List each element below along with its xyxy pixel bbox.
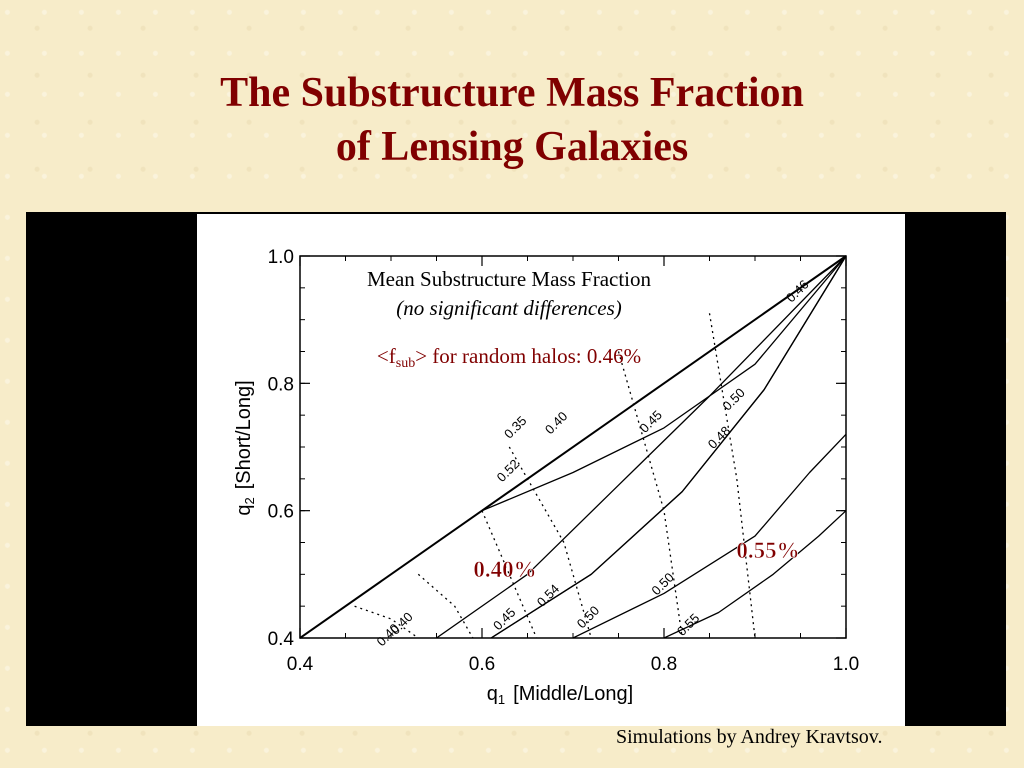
annotation-random-halos: <fsub> for random halos: 0.46% bbox=[377, 344, 641, 371]
x-tick-label: 0.8 bbox=[651, 654, 677, 675]
annotation-title: Mean Substructure Mass Fraction bbox=[367, 267, 652, 291]
dotted-contour-line bbox=[354, 605, 419, 639]
boundary-diagonal bbox=[299, 255, 847, 639]
solid-contour-label: 0.35 bbox=[501, 413, 530, 442]
y-tick-label: 0.6 bbox=[268, 502, 294, 523]
dotted-contour-line bbox=[481, 510, 538, 639]
solid-contour-label: 0.50 bbox=[574, 603, 603, 632]
x-axis-label: q1 [Middle/Long] bbox=[487, 683, 633, 707]
figure-panel bbox=[197, 214, 905, 726]
y-tick-label: 0.4 bbox=[268, 629, 295, 650]
dotted-contour-line bbox=[617, 351, 683, 639]
solid-contour-line bbox=[436, 255, 847, 639]
y-tick-label: 1.0 bbox=[268, 247, 294, 268]
solid-contour-line bbox=[490, 255, 847, 639]
callout-high: 0.55% bbox=[736, 538, 799, 563]
title-line-1: The Substructure Mass Fraction bbox=[220, 70, 804, 116]
annotation-subtitle: (no significant differences) bbox=[396, 296, 622, 320]
solid-contour-label: 0.40 bbox=[542, 409, 571, 438]
x-tick-label: 0.4 bbox=[287, 654, 314, 675]
dotted-contour-label: 0.54 bbox=[534, 581, 563, 610]
dotted-contour-line bbox=[508, 446, 592, 639]
dotted-contour-line bbox=[708, 313, 756, 639]
solid-contour-label: 0.45 bbox=[637, 407, 666, 436]
dotted-contour-label: 0.52 bbox=[494, 456, 523, 485]
dotted-contour-line bbox=[417, 573, 474, 639]
slide-title: The Substructure Mass Fraction of Lensin… bbox=[0, 66, 1024, 174]
solid-contour-label: 0.55 bbox=[674, 610, 703, 639]
y-tick-label: 0.8 bbox=[268, 374, 294, 395]
solid-contour-line bbox=[663, 510, 847, 639]
contour-lines-group bbox=[299, 255, 847, 639]
dotted-contour-label: 0.48 bbox=[705, 423, 734, 452]
simulation-credit: Simulations by Andrey Kravtsov. bbox=[616, 726, 883, 748]
title-line-2: of Lensing Galaxies bbox=[335, 124, 689, 170]
solid-contour-label: 0.46 bbox=[783, 277, 812, 306]
y-axis-label: q2[Short/Long] bbox=[233, 380, 257, 515]
solid-contour-line bbox=[481, 255, 847, 512]
dotted-contour-label: 0.50 bbox=[719, 385, 748, 414]
x-tick-label: 0.6 bbox=[469, 654, 495, 675]
x-tick-label: 1.0 bbox=[833, 654, 859, 675]
callout-low: 0.40% bbox=[473, 557, 536, 582]
solid-contour-label: 0.45 bbox=[490, 605, 519, 634]
solid-contour-line bbox=[572, 433, 847, 639]
